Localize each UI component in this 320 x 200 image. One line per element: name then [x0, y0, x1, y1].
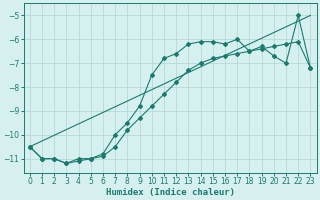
X-axis label: Humidex (Indice chaleur): Humidex (Indice chaleur)	[106, 188, 235, 197]
